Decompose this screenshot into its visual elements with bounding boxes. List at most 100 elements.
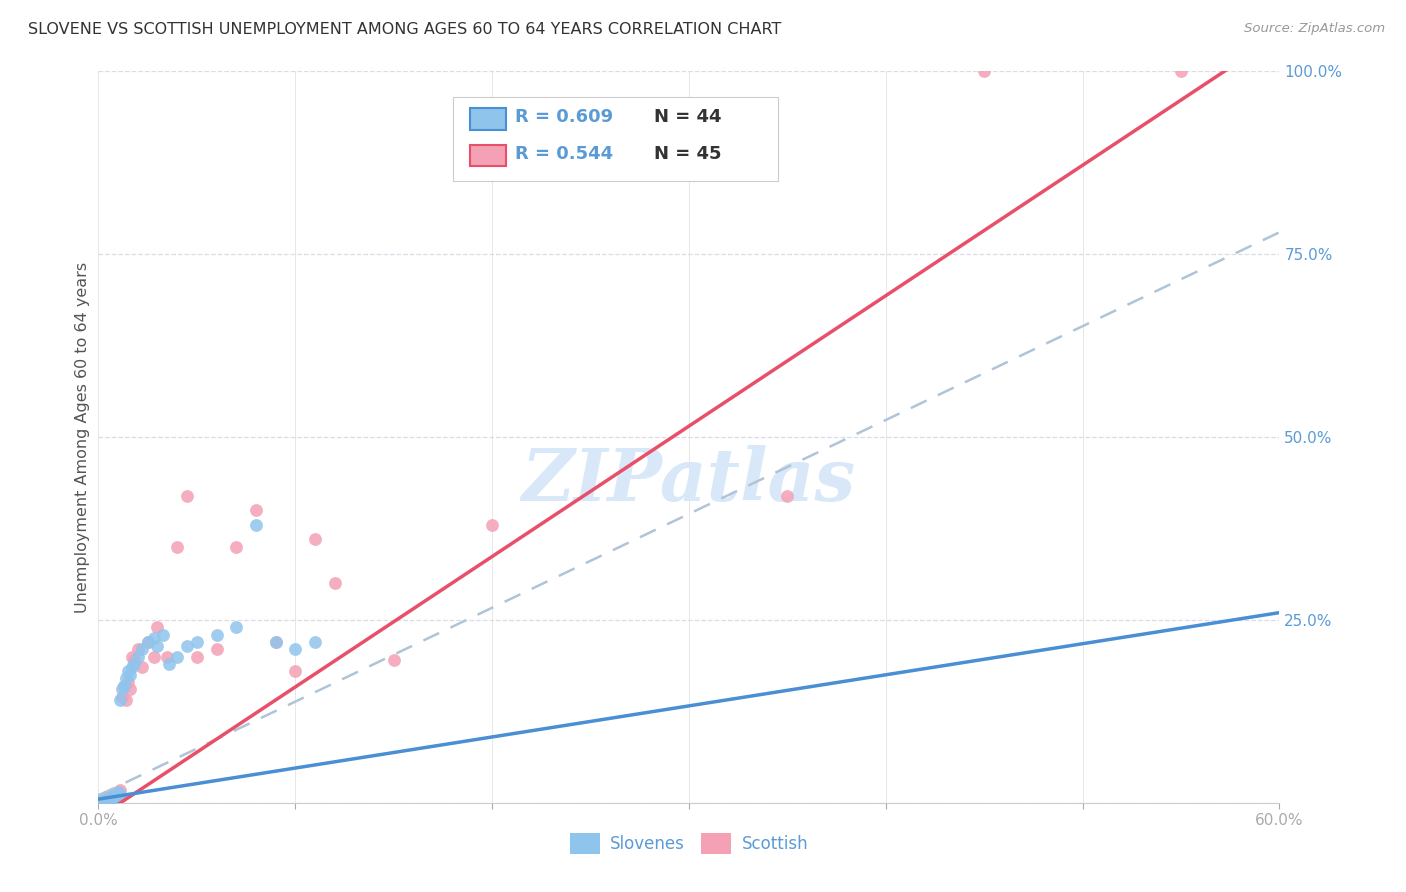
Point bbox=[166, 649, 188, 664]
Text: N = 44: N = 44 bbox=[654, 109, 721, 127]
Point bbox=[284, 642, 307, 657]
Point bbox=[186, 635, 208, 649]
Point bbox=[96, 792, 118, 806]
Point bbox=[101, 792, 124, 806]
Point bbox=[225, 620, 247, 634]
Point bbox=[245, 517, 267, 532]
Point bbox=[122, 657, 145, 671]
Point bbox=[98, 792, 121, 806]
Point bbox=[1170, 64, 1192, 78]
Point bbox=[91, 794, 114, 808]
Text: N = 45: N = 45 bbox=[654, 145, 721, 163]
Point bbox=[115, 693, 138, 707]
Point bbox=[156, 649, 179, 664]
Point bbox=[101, 791, 124, 805]
Point bbox=[304, 533, 326, 547]
Point bbox=[111, 690, 134, 704]
Point bbox=[105, 787, 128, 801]
Point bbox=[93, 793, 115, 807]
Text: SLOVENE VS SCOTTISH UNEMPLOYMENT AMONG AGES 60 TO 64 YEARS CORRELATION CHART: SLOVENE VS SCOTTISH UNEMPLOYMENT AMONG A… bbox=[28, 22, 782, 37]
Point bbox=[131, 660, 153, 674]
Point bbox=[98, 791, 121, 805]
Point bbox=[166, 540, 188, 554]
Point bbox=[103, 789, 125, 803]
Text: R = 0.544: R = 0.544 bbox=[516, 145, 613, 163]
Point bbox=[205, 642, 228, 657]
Point bbox=[121, 660, 143, 674]
Point bbox=[117, 664, 139, 678]
Point bbox=[157, 657, 180, 671]
Point bbox=[97, 792, 120, 806]
FancyBboxPatch shape bbox=[453, 97, 778, 181]
Point bbox=[776, 489, 799, 503]
Point bbox=[112, 679, 135, 693]
Point bbox=[481, 517, 503, 532]
Point bbox=[93, 794, 115, 808]
Point bbox=[136, 635, 159, 649]
Point bbox=[127, 642, 149, 657]
Point bbox=[108, 787, 131, 801]
Point bbox=[111, 682, 134, 697]
Point bbox=[304, 635, 326, 649]
Point bbox=[101, 789, 124, 804]
Point bbox=[205, 627, 228, 641]
Point bbox=[97, 794, 120, 808]
Point bbox=[105, 789, 128, 804]
Point bbox=[142, 632, 165, 646]
Point bbox=[105, 789, 128, 803]
Point bbox=[91, 792, 114, 806]
Point bbox=[264, 635, 287, 649]
Point bbox=[107, 789, 129, 803]
Point bbox=[152, 627, 174, 641]
Point bbox=[112, 679, 135, 693]
Point bbox=[115, 672, 138, 686]
Legend: Slovenes, Scottish: Slovenes, Scottish bbox=[564, 827, 814, 860]
Point bbox=[382, 653, 405, 667]
Point bbox=[136, 635, 159, 649]
Point bbox=[107, 787, 129, 801]
Point bbox=[264, 635, 287, 649]
Point bbox=[96, 789, 118, 804]
Point bbox=[103, 789, 125, 803]
Point bbox=[176, 489, 198, 503]
Point bbox=[146, 620, 169, 634]
Point bbox=[96, 791, 118, 805]
Point bbox=[225, 540, 247, 554]
Point bbox=[186, 649, 208, 664]
Point bbox=[122, 653, 145, 667]
Point bbox=[97, 790, 120, 805]
Text: R = 0.609: R = 0.609 bbox=[516, 109, 613, 127]
Point bbox=[118, 667, 141, 681]
Point bbox=[103, 791, 125, 805]
Bar bbox=[471, 108, 506, 130]
Point bbox=[98, 793, 121, 807]
Point bbox=[108, 782, 131, 797]
Point bbox=[98, 789, 121, 804]
Point bbox=[245, 503, 267, 517]
Bar bbox=[471, 145, 506, 167]
Point bbox=[97, 793, 120, 807]
Point bbox=[103, 787, 125, 801]
Text: Source: ZipAtlas.com: Source: ZipAtlas.com bbox=[1244, 22, 1385, 36]
Point bbox=[127, 649, 149, 664]
Point bbox=[117, 675, 139, 690]
Point bbox=[93, 791, 115, 805]
Point bbox=[131, 642, 153, 657]
Point bbox=[284, 664, 307, 678]
Point bbox=[89, 792, 111, 806]
Point bbox=[108, 693, 131, 707]
Point bbox=[118, 682, 141, 697]
Point bbox=[107, 785, 129, 799]
Point bbox=[96, 789, 118, 804]
Point bbox=[97, 790, 120, 805]
Point bbox=[973, 64, 995, 78]
Point bbox=[142, 649, 165, 664]
Point bbox=[176, 639, 198, 653]
Point bbox=[323, 576, 346, 591]
Y-axis label: Unemployment Among Ages 60 to 64 years: Unemployment Among Ages 60 to 64 years bbox=[75, 261, 90, 613]
Text: ZIPatlas: ZIPatlas bbox=[522, 445, 856, 516]
Point bbox=[121, 649, 143, 664]
Point bbox=[107, 785, 129, 799]
Point bbox=[89, 793, 111, 807]
Point bbox=[146, 639, 169, 653]
